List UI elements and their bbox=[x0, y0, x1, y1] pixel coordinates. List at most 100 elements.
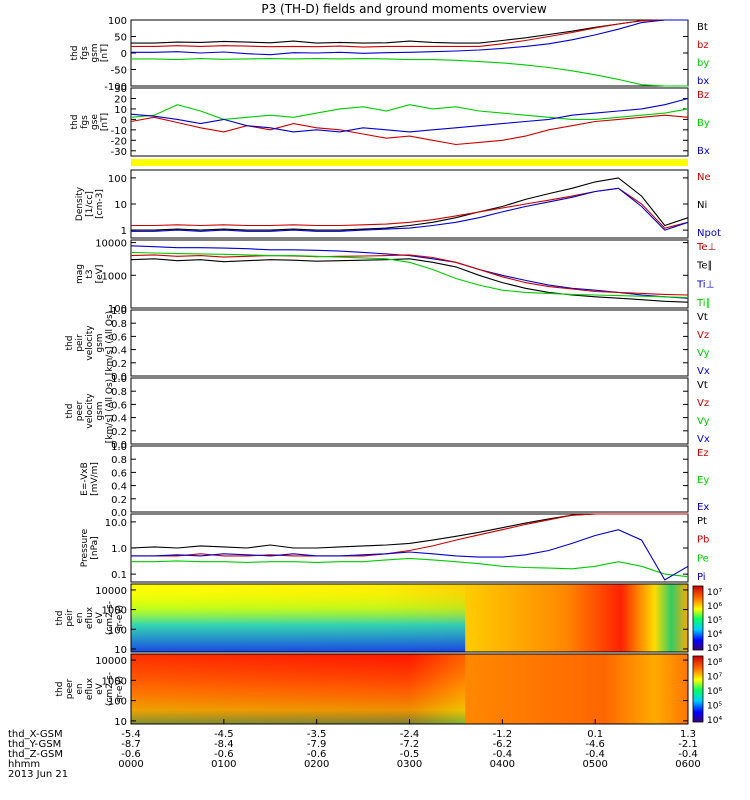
y-tick-label: 100 bbox=[108, 697, 127, 708]
panel-frame bbox=[130, 239, 689, 309]
panel-fgs-gsm: 100 50 0 -50 -100 thd fgs gsm [nT] Bt bz by bx bbox=[70, 16, 709, 93]
y-tick-label: 30 bbox=[114, 84, 127, 95]
legend-entry: bx bbox=[697, 76, 709, 87]
y-axis-label: t3 bbox=[85, 269, 95, 278]
panel-frame bbox=[130, 87, 689, 157]
y-tick-label: 100 bbox=[108, 625, 127, 636]
y-axis-label: thd bbox=[65, 404, 75, 419]
legend-entry: Npot bbox=[697, 228, 721, 239]
legend-entry: Te⊥ bbox=[696, 242, 716, 253]
legend-entry: Te∥ bbox=[696, 261, 713, 272]
y-axis-label: (cm2-s- bbox=[105, 672, 115, 706]
series-Npot bbox=[131, 187, 689, 232]
x-tick-label: -1.2 bbox=[493, 729, 513, 740]
panel-frame bbox=[130, 513, 689, 583]
y-axis-label: thd bbox=[55, 682, 65, 697]
series-Te⊥ bbox=[130, 254, 689, 296]
colorbar-label: 10⁶ bbox=[707, 602, 722, 612]
x-tick-label: -7.2 bbox=[400, 739, 420, 750]
legend-entry: Vx bbox=[697, 434, 710, 445]
y-axis-label: [nT] bbox=[100, 113, 110, 131]
panel-frame bbox=[130, 377, 689, 445]
y-axis-label: gse bbox=[90, 114, 100, 130]
y-tick-label: 10 bbox=[114, 645, 127, 656]
y-axis-label: gsm bbox=[90, 43, 100, 62]
series-Ni bbox=[131, 177, 689, 231]
y-tick-label: 10 bbox=[114, 200, 127, 211]
x-row-label: hhmm bbox=[8, 759, 40, 770]
panel-frame bbox=[130, 583, 689, 653]
y-tick-label: 1 bbox=[121, 226, 127, 237]
x-tick-label: -6.2 bbox=[493, 739, 513, 750]
panel-density: 100 10 1 Density [1/cc] [cm-3] Ne Ni Npot bbox=[75, 169, 721, 239]
y-axis-label: [1/cc] bbox=[85, 191, 95, 217]
y-tick-label: -100 bbox=[104, 82, 127, 93]
panel-frame bbox=[130, 309, 689, 377]
x-row-label: thd_Z-GSM bbox=[8, 749, 63, 760]
legend-entry: Ti∥ bbox=[696, 298, 711, 309]
series-Pi bbox=[131, 529, 689, 581]
x-tick-label: 0200 bbox=[304, 759, 329, 770]
y-tick-label: 1000 bbox=[102, 606, 127, 617]
y-tick-label: 1.0 bbox=[111, 442, 127, 453]
legend-entry: Vt bbox=[697, 380, 708, 391]
legend-entry: Ey bbox=[697, 475, 709, 486]
y-tick-label: 20 bbox=[114, 94, 127, 105]
y-tick-label: 0.0 bbox=[111, 372, 127, 383]
y-tick-label: 1000 bbox=[102, 676, 127, 687]
y-tick-label: 10000 bbox=[95, 239, 127, 250]
colorbar-label: 10⁴ bbox=[707, 630, 722, 640]
legend-entry: Vy bbox=[697, 416, 710, 427]
x-tick-label: -4.5 bbox=[214, 729, 234, 740]
y-tick-label: 0.4 bbox=[111, 482, 127, 493]
y-tick-label: 0.6 bbox=[111, 468, 127, 479]
legend-entry: Bz bbox=[697, 90, 709, 101]
x-tick-label: 0500 bbox=[582, 759, 607, 770]
x-tick-label: -0.6 bbox=[121, 749, 141, 760]
y-axis-label: gsm bbox=[95, 333, 105, 352]
x-tick-label: 1.3 bbox=[680, 729, 696, 740]
colorbar-label: 10⁵ bbox=[707, 616, 722, 626]
y-axis-label: [nT] bbox=[100, 44, 110, 62]
y-axis-label: eflux bbox=[85, 677, 95, 700]
y-tick-label: 0.0 bbox=[111, 508, 127, 519]
y-tick-label: 50 bbox=[114, 33, 127, 44]
legend-entry: Bt bbox=[697, 22, 708, 33]
colorbar-label: 10⁷ bbox=[707, 673, 722, 683]
y-axis-label: Density bbox=[75, 186, 85, 221]
x-tick-label: -0.6 bbox=[214, 749, 234, 760]
x-tick-label: 0100 bbox=[211, 759, 236, 770]
y-tick-label: 10 bbox=[114, 717, 127, 728]
y-axis-label: [km/s] (All Qs) bbox=[105, 379, 115, 443]
y-tick-label: 10.0 bbox=[105, 518, 127, 529]
x-tick-label: 0400 bbox=[490, 759, 515, 770]
y-tick-label: -50 bbox=[111, 66, 127, 77]
y-axis-label: eflux bbox=[85, 606, 95, 629]
x-tick-label: -2.4 bbox=[400, 729, 420, 740]
y-tick-label: 100 bbox=[108, 304, 127, 315]
y-tick-label: 0.2 bbox=[111, 427, 127, 438]
panel-frame bbox=[130, 445, 689, 513]
y-tick-label: 0.1 bbox=[111, 570, 127, 581]
legend-entry: bz bbox=[697, 40, 709, 51]
series-Bz bbox=[130, 114, 689, 146]
y-axis-label: thd bbox=[65, 336, 75, 351]
y-tick-label: 0.8 bbox=[111, 387, 127, 398]
x-tick-label: -2.1 bbox=[678, 739, 698, 750]
x-tick-label: -8.4 bbox=[214, 739, 234, 750]
y-tick-label: 0.2 bbox=[111, 359, 127, 370]
y-tick-label: 10000 bbox=[95, 586, 127, 597]
legend-entry: Vt bbox=[697, 312, 708, 323]
panel-peer-eflux: 10⁸ 10⁷ 10⁶ 10⁵ 10⁴ 10000 1000 100 10 thd peer en ef… bbox=[55, 653, 722, 728]
date-label: 2013 Jun 21 bbox=[8, 769, 68, 780]
legend-entry: Ne bbox=[697, 172, 711, 183]
y-axis-label: gsm bbox=[95, 401, 105, 420]
y-axis-label: velocity bbox=[85, 393, 95, 429]
x-tick-label: -3.5 bbox=[307, 729, 327, 740]
y-axis-label: peir bbox=[75, 334, 85, 352]
panel-peir-velocity: 1.0 0.8 0.6 0.4 0.2 0.0 thd peir velocity gsm [km/… bbox=[65, 306, 710, 383]
panel-e-field: 1.0 0.8 0.6 0.4 0.2 0.0 E=-VxB [mV/m] Ez Ey Ex bbox=[80, 442, 709, 519]
panel-temperature: 10000 1000 100 mag t3 [eV] Te⊥ Te∥ Ti⊥ Ti∥ bbox=[75, 239, 716, 315]
y-tick-label: 1.0 bbox=[111, 544, 127, 555]
